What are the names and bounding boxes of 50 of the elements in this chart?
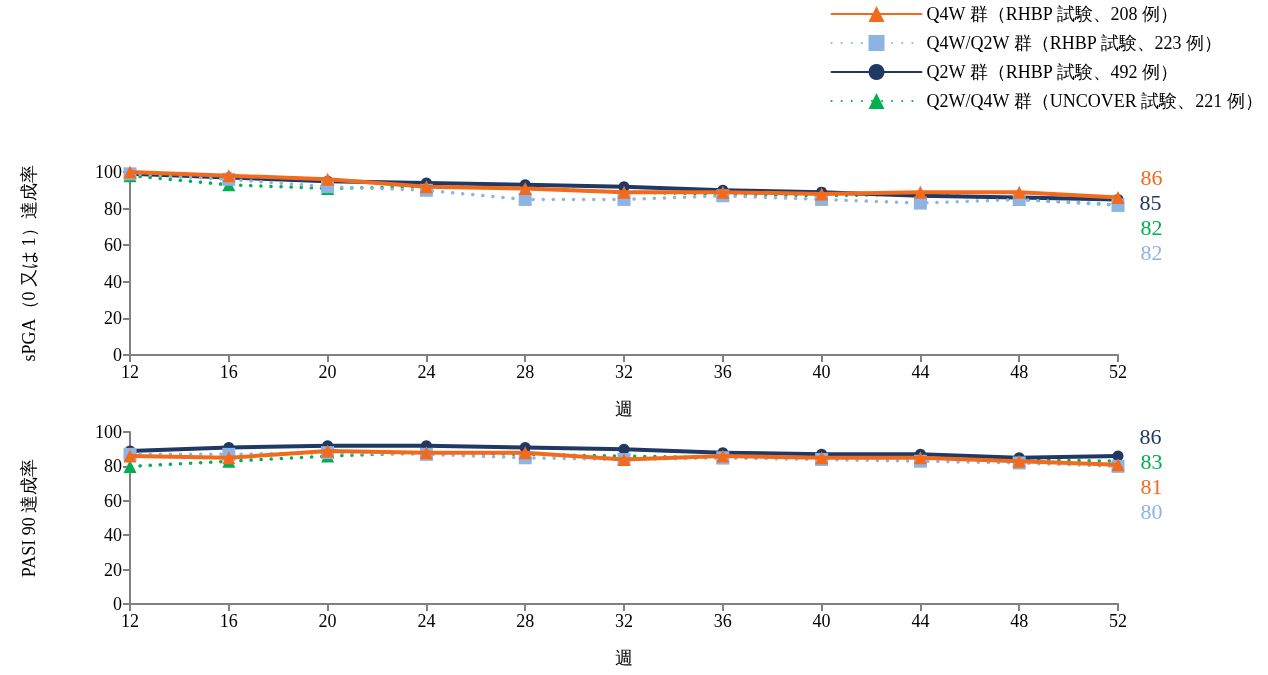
x-tick-label: 28 (516, 611, 535, 631)
y-tick-label: 80 (104, 456, 122, 477)
data-label: 83 (1140, 448, 1163, 474)
legend-label: Q2W/Q4W 群（UNCOVER 試験、221 例） (926, 91, 1263, 111)
y-tick-label: 0 (113, 345, 122, 365)
x-axis-title: 週 (615, 399, 633, 419)
x-tick-label: 32 (615, 362, 633, 382)
y-tick-label: 40 (104, 525, 122, 546)
x-tick-label: 16 (219, 362, 238, 382)
x-tick-label: 12 (121, 611, 139, 631)
data-label: 80 (1140, 498, 1163, 524)
legend-label: Q4W/Q2W 群（RHBP 試験、223 例） (926, 33, 1223, 53)
x-tick-label: 20 (318, 611, 337, 631)
x-tick-label: 40 (812, 611, 831, 631)
x-tick-label: 24 (417, 611, 436, 631)
x-tick-label: 52 (1109, 362, 1127, 382)
y-tick-label: 60 (104, 235, 122, 256)
x-tick-label: 40 (812, 362, 831, 382)
y-tick-label: 20 (104, 559, 122, 580)
y-tick-label: 0 (113, 594, 122, 614)
x-tick-label: 44 (911, 611, 930, 631)
x-tick-label: 32 (615, 611, 633, 631)
data-label: 81 (1140, 473, 1163, 499)
x-axis-title: 週 (615, 648, 633, 668)
data-label: 86 (1140, 165, 1163, 191)
y-axis-title: PASI 90 達成率 (19, 458, 39, 578)
y-tick-label: 60 (104, 490, 122, 511)
data-label: 85 (1139, 190, 1162, 216)
y-tick-label: 80 (104, 198, 122, 219)
x-tick-label: 12 (121, 362, 139, 382)
x-tick-label: 24 (417, 362, 436, 382)
x-tick-label: 20 (318, 362, 337, 382)
y-tick-label: 100 (95, 422, 122, 442)
x-tick-label: 28 (516, 362, 535, 382)
x-tick-label: 36 (713, 611, 732, 631)
y-tick-label: 40 (104, 271, 122, 292)
x-tick-label: 52 (1109, 611, 1127, 631)
legend-label: Q4W 群（RHBP 試験、208 例） (926, 4, 1179, 24)
y-tick-label: 100 (95, 162, 122, 182)
data-label: 86 (1139, 423, 1162, 449)
x-tick-label: 16 (219, 611, 238, 631)
x-tick-label: 48 (1010, 611, 1029, 631)
data-label: 82 (1140, 240, 1163, 266)
x-tick-label: 36 (713, 362, 732, 382)
legend-label: Q2W 群（RHBP 試験、492 例） (926, 62, 1179, 82)
y-tick-label: 20 (104, 308, 122, 329)
x-tick-label: 44 (911, 362, 930, 382)
data-label: 82 (1140, 215, 1163, 241)
x-tick-label: 48 (1010, 362, 1029, 382)
y-axis-title: sPGA（0 又は 1）達成率 (19, 165, 39, 362)
